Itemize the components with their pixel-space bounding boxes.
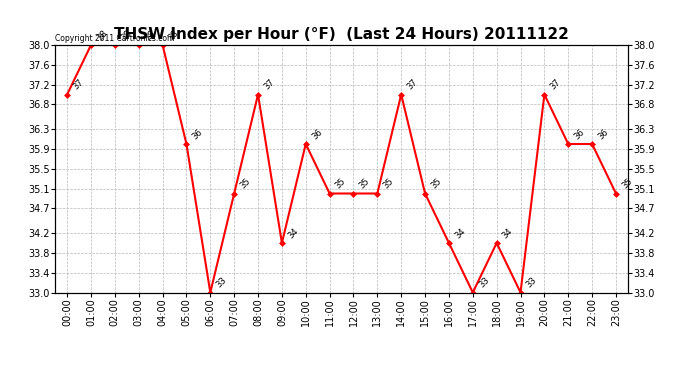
Text: 38: 38: [143, 28, 157, 42]
Text: 38: 38: [167, 28, 181, 42]
Text: 34: 34: [286, 226, 300, 240]
Text: 36: 36: [573, 127, 586, 141]
Text: 34: 34: [501, 226, 515, 240]
Text: 36: 36: [310, 127, 324, 141]
Text: 38: 38: [95, 28, 109, 42]
Text: 38: 38: [119, 28, 133, 42]
Text: 35: 35: [334, 177, 348, 191]
Text: 37: 37: [262, 78, 276, 92]
Text: 34: 34: [453, 226, 467, 240]
Text: 37: 37: [71, 78, 86, 92]
Text: Copyright 2011 Cartronics.com: Copyright 2011 Cartronics.com: [55, 33, 175, 42]
Text: 37: 37: [405, 78, 420, 92]
Text: 35: 35: [382, 177, 395, 191]
Text: 35: 35: [357, 177, 371, 191]
Text: 35: 35: [238, 177, 253, 191]
Text: 33: 33: [215, 276, 228, 290]
Text: 33: 33: [524, 276, 539, 290]
Title: THSW Index per Hour (°F)  (Last 24 Hours) 20111122: THSW Index per Hour (°F) (Last 24 Hours)…: [114, 27, 569, 42]
Text: 36: 36: [596, 127, 610, 141]
Text: 33: 33: [477, 276, 491, 290]
Text: 36: 36: [190, 127, 204, 141]
Text: 35: 35: [620, 177, 634, 191]
Text: 37: 37: [549, 78, 562, 92]
Text: 35: 35: [429, 177, 443, 191]
